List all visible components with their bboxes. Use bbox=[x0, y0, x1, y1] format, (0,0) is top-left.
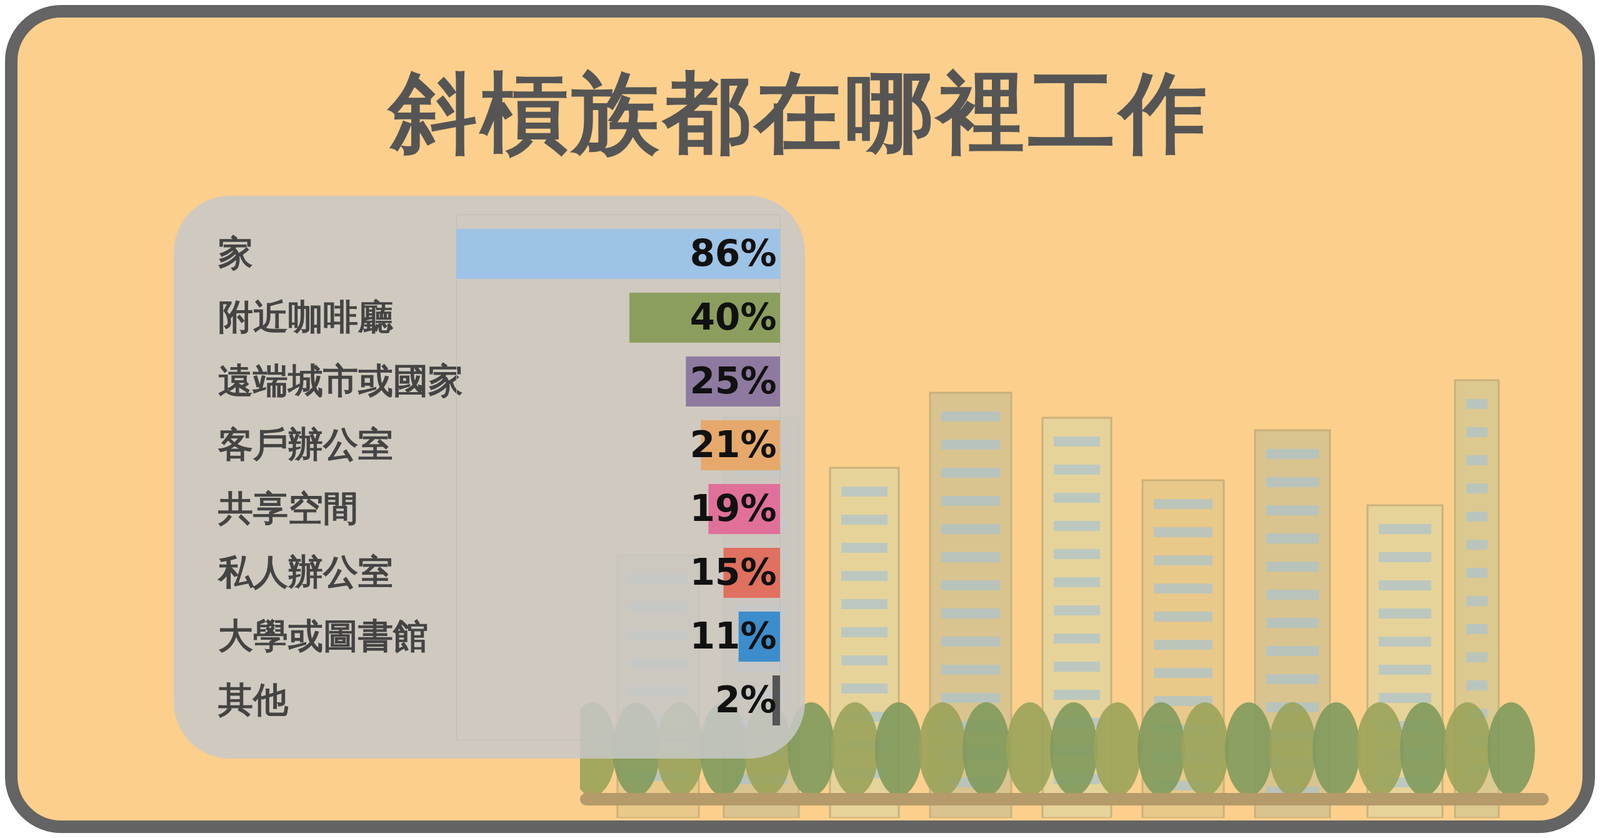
html-text:斜槓族都在哪裡工作: 斜槓族都在哪裡工作 bbox=[389, 61, 1211, 164]
svg-text:2%: 2% bbox=[715, 678, 777, 721]
svg-text:11%: 11% bbox=[690, 614, 777, 657]
svg-text:40%: 40% bbox=[690, 295, 777, 339]
svg-text:21%: 21% bbox=[690, 423, 777, 466]
svg-text:共享空間: 共享空間 bbox=[217, 487, 359, 529]
svg-text:15%: 15% bbox=[690, 550, 777, 594]
svg-text:86%: 86% bbox=[690, 231, 777, 275]
svg-text:25%: 25% bbox=[690, 359, 777, 402]
svg-text:私人辦公室: 私人辦公室 bbox=[216, 551, 394, 592]
svg-text:19%: 19% bbox=[690, 486, 777, 530]
svg-text:附近咖啡廳: 附近咖啡廳 bbox=[218, 296, 394, 337]
svg-text:客戶辦公室: 客戶辦公室 bbox=[217, 423, 394, 465]
svg-text:家: 家 bbox=[218, 232, 254, 274]
svg-text:大學或圖書館: 大學或圖書館 bbox=[218, 615, 429, 656]
svg-text:其他: 其他 bbox=[217, 678, 289, 720]
svg-text:遠端城市或國家: 遠端城市或國家 bbox=[218, 360, 464, 401]
